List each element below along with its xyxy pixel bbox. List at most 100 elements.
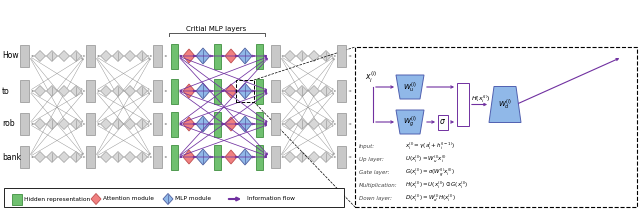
- Polygon shape: [285, 85, 296, 96]
- Bar: [170, 78, 177, 104]
- Polygon shape: [183, 49, 195, 63]
- Text: $H(x_i^{(l)})$: $H(x_i^{(l)})$: [471, 94, 491, 105]
- Bar: [12, 193, 22, 204]
- Polygon shape: [136, 85, 147, 96]
- Bar: [152, 146, 161, 168]
- Polygon shape: [238, 149, 252, 165]
- Polygon shape: [308, 119, 319, 130]
- Polygon shape: [125, 85, 136, 96]
- Polygon shape: [321, 50, 332, 61]
- Polygon shape: [35, 119, 45, 130]
- Polygon shape: [308, 85, 319, 96]
- Bar: [214, 111, 221, 137]
- Bar: [86, 146, 95, 168]
- Polygon shape: [296, 119, 307, 130]
- Bar: [19, 80, 29, 102]
- Bar: [271, 45, 280, 67]
- Polygon shape: [296, 151, 307, 162]
- Text: Critial MLP layers: Critial MLP layers: [186, 26, 246, 32]
- Polygon shape: [296, 85, 307, 96]
- Polygon shape: [321, 119, 332, 130]
- Text: Gate layer:: Gate layer:: [359, 170, 390, 175]
- Text: Attention module: Attention module: [103, 196, 154, 202]
- Polygon shape: [136, 119, 147, 130]
- Polygon shape: [113, 85, 124, 96]
- Text: Up layer:: Up layer:: [359, 157, 384, 162]
- Bar: [214, 145, 221, 169]
- Bar: [337, 146, 346, 168]
- Polygon shape: [225, 84, 237, 98]
- Polygon shape: [125, 119, 136, 130]
- Text: $G(x_i^{(l)}) = \sigma(W_g^{(l)}x_i^{(l)})$: $G(x_i^{(l)}) = \sigma(W_g^{(l)}x_i^{(l)…: [405, 166, 455, 179]
- Bar: [170, 43, 177, 69]
- Text: $W_d^{(l)}$: $W_d^{(l)}$: [498, 97, 512, 112]
- Text: Input:: Input:: [359, 144, 375, 149]
- Polygon shape: [100, 119, 111, 130]
- Polygon shape: [183, 150, 195, 164]
- Text: $x_i^{(l)} = \gamma(a_i^l + h_i^{(l-1)})$: $x_i^{(l)} = \gamma(a_i^l + h_i^{(l-1)})…: [405, 141, 456, 152]
- Bar: [255, 43, 262, 69]
- Polygon shape: [238, 48, 252, 64]
- Polygon shape: [285, 119, 296, 130]
- Text: $x_i^{(l)}$: $x_i^{(l)}$: [365, 69, 378, 85]
- Text: $W_g^{(l)}$: $W_g^{(l)}$: [403, 115, 417, 129]
- Text: How: How: [2, 51, 19, 61]
- Bar: [337, 45, 346, 67]
- Bar: [170, 111, 177, 137]
- Bar: [271, 113, 280, 135]
- Polygon shape: [47, 151, 58, 162]
- Bar: [4, 188, 344, 207]
- Bar: [86, 113, 95, 135]
- Polygon shape: [285, 151, 296, 162]
- Polygon shape: [58, 85, 70, 96]
- Bar: [355, 47, 637, 207]
- Bar: [19, 113, 29, 135]
- Polygon shape: [70, 119, 81, 130]
- Polygon shape: [308, 151, 319, 162]
- Polygon shape: [196, 48, 210, 64]
- Polygon shape: [70, 50, 81, 61]
- Text: Multiplication:: Multiplication:: [359, 183, 397, 188]
- Bar: [214, 78, 221, 104]
- Bar: [255, 111, 262, 137]
- Bar: [236, 80, 254, 102]
- Text: $W_u^{(l)}$: $W_u^{(l)}$: [403, 80, 417, 94]
- Bar: [152, 80, 161, 102]
- Bar: [214, 43, 221, 69]
- Polygon shape: [58, 151, 70, 162]
- Text: to: to: [2, 87, 10, 96]
- Bar: [86, 80, 95, 102]
- Text: rob: rob: [2, 119, 15, 128]
- Text: Hidden representation: Hidden representation: [24, 196, 90, 202]
- Polygon shape: [100, 50, 111, 61]
- Bar: [438, 115, 448, 130]
- Polygon shape: [489, 87, 521, 123]
- Polygon shape: [321, 85, 332, 96]
- Polygon shape: [196, 149, 210, 165]
- Polygon shape: [47, 50, 58, 61]
- Polygon shape: [70, 151, 81, 162]
- Polygon shape: [35, 151, 45, 162]
- Polygon shape: [396, 110, 424, 134]
- Bar: [271, 80, 280, 102]
- Polygon shape: [183, 84, 195, 98]
- Text: Down layer:: Down layer:: [359, 196, 392, 201]
- Polygon shape: [225, 150, 237, 164]
- Text: $D(x_i^{(l)}) = W_d^{(l)}H(x_i^{(l)})$: $D(x_i^{(l)}) = W_d^{(l)}H(x_i^{(l)})$: [405, 192, 456, 204]
- Polygon shape: [396, 75, 424, 99]
- Polygon shape: [163, 193, 173, 204]
- Polygon shape: [125, 151, 136, 162]
- Polygon shape: [308, 50, 319, 61]
- Polygon shape: [47, 85, 58, 96]
- Polygon shape: [183, 117, 195, 131]
- Polygon shape: [35, 50, 45, 61]
- Polygon shape: [125, 50, 136, 61]
- Polygon shape: [100, 151, 111, 162]
- Polygon shape: [225, 49, 237, 63]
- Text: $U(x_i^{(l)}) = W_u^{(l)}x_i^{(l)}$: $U(x_i^{(l)}) = W_u^{(l)}x_i^{(l)}$: [405, 154, 447, 165]
- Text: $H(x_i^{(l)}) = U(x_i^{(l)}) \odot G(x_i^{(l)})$: $H(x_i^{(l)}) = U(x_i^{(l)}) \odot G(x_i…: [405, 180, 468, 191]
- Polygon shape: [47, 119, 58, 130]
- Bar: [86, 45, 95, 67]
- Polygon shape: [91, 193, 101, 204]
- Polygon shape: [113, 50, 124, 61]
